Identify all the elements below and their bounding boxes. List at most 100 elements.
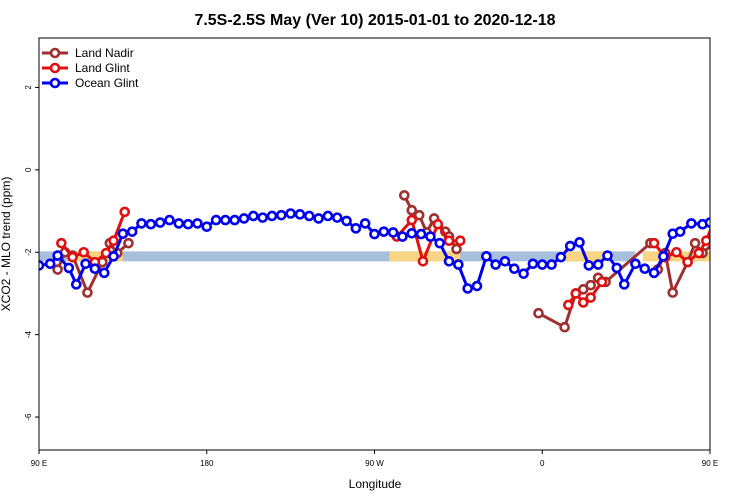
data-point-ocean-glint-32 [331,212,343,223]
data-point-land-glint-13 [563,299,574,311]
data-point-ocean-glint-17 [192,218,203,229]
legend-swatch-marker-ocean-glint [49,77,61,89]
data-point-land-glint-14 [570,288,582,299]
data-point-land-nadir-15 [451,243,462,255]
data-point-ocean-glint-45 [453,259,464,270]
data-point-ocean-glint-19 [210,214,222,226]
legend-label-land-glint: Land Glint [75,61,130,75]
data-point-land-nadir-0 [52,264,63,275]
data-point-ocean-glint-9 [117,228,129,239]
data-point-land-glint-21 [682,256,693,268]
data-point-ocean-glint-12 [145,218,157,230]
data-point-ocean-glint-67 [658,251,669,262]
data-point-land-glint-24 [713,208,721,216]
data-point-ocean-glint-13 [154,217,166,228]
data-point-land-glint-6 [119,206,131,218]
series-layer [39,190,721,333]
data-point-ocean-glint-51 [508,263,520,275]
data-point-ocean-glint-25 [266,210,278,222]
data-point-ocean-glint-37 [378,226,390,237]
data-point-land-glint-12 [454,235,466,247]
data-point-ocean-glint-0 [39,260,45,271]
data-point-land-nadir-3 [82,287,93,298]
legend-label-ocean-glint: Ocean Glint [75,76,139,90]
data-point-ocean-glint-54 [536,259,548,270]
legend-item-land-nadir: Land Nadir [42,46,134,60]
y-tick-label-1: 0 [24,167,33,172]
y-tick-label-0: 2 [24,85,33,90]
data-point-ocean-glint-22 [238,213,250,224]
data-point-ocean-glint-48 [481,251,492,262]
data-point-ocean-glint-3 [63,262,75,274]
data-point-ocean-glint-34 [350,223,362,234]
data-point-land-nadir-9 [406,204,418,216]
plot-frame [38,37,711,451]
data-point-ocean-glint-31 [322,210,334,222]
data-point-land-nadir-19 [577,284,589,295]
data-point-land-nadir-17 [559,321,570,333]
x-tick-label-0: 90 E [31,459,47,468]
data-point-ocean-glint-52 [518,268,529,279]
data-point-ocean-glint-61 [602,250,613,261]
data-point-ocean-glint-35 [359,218,371,229]
data-point-ocean-glint-30 [313,213,324,224]
data-point-ocean-glint-41 [415,228,427,240]
data-point-land-nadir-16 [533,307,544,319]
data-point-ocean-glint-14 [164,214,175,226]
data-point-land-glint-16 [585,292,597,303]
data-point-land-glint-0 [56,237,67,249]
data-point-ocean-glint-5 [80,258,91,270]
data-point-ocean-glint-18 [201,221,213,232]
data-point-ocean-glint-23 [248,210,259,222]
data-point-ocean-glint-1 [44,258,56,270]
chart-title: 7.5S-2.5S May (Ver 10) 2015-01-01 to 202… [194,12,555,29]
y-tick-label-2: -2 [24,248,33,256]
data-point-land-glint-10 [432,218,444,230]
x-axis: 90 E 180 90 W 0 90 E [31,450,718,468]
data-point-ocean-glint-66 [648,267,660,279]
data-point-ocean-glint-2 [52,250,63,261]
data-point-ocean-glint-29 [303,210,315,222]
y-tick-label-4: -6 [24,413,33,421]
data-point-ocean-glint-55 [546,259,557,270]
data-point-ocean-glint-21 [229,214,241,226]
data-point-ocean-glint-24 [257,212,268,223]
data-point-ocean-glint-62 [611,262,623,274]
data-point-ocean-glint-39 [397,231,408,242]
data-point-land-glint-5 [108,235,119,247]
data-point-ocean-glint-53 [527,258,539,270]
data-point-ocean-glint-6 [89,263,101,275]
data-point-land-glint-11 [443,235,455,247]
data-point-ocean-glint-11 [136,218,147,229]
legend-label-land-nadir: Land Nadir [75,46,134,60]
data-point-ocean-glint-10 [126,226,138,237]
data-point-ocean-glint-64 [630,258,641,270]
data-point-ocean-glint-70 [686,218,697,229]
y-tick-label-3: -4 [24,331,33,339]
data-point-ocean-glint-59 [583,260,595,271]
data-point-ocean-glint-69 [674,226,686,237]
data-point-ocean-glint-58 [574,237,585,248]
data-point-ocean-glint-4 [70,279,82,290]
data-point-land-nadir-26 [667,287,679,298]
x-tick-label-3: 0 [540,459,545,468]
data-point-ocean-glint-44 [443,256,455,267]
data-point-land-glint-22 [693,247,705,259]
data-point-ocean-glint-8 [108,251,119,262]
data-point-ocean-glint-38 [387,227,399,238]
series-ocean-glint [39,208,710,294]
data-point-land-glint-1 [67,251,78,263]
legend-swatch-marker-land-nadir [49,47,61,59]
data-point-ocean-glint-50 [499,256,511,267]
data-point-ocean-glint-65 [639,263,651,275]
legend-item-ocean-glint: Ocean Glint [42,76,139,90]
legend-swatch-marker-land-glint [49,62,61,74]
x-tick-label-1: 180 [200,459,214,468]
data-point-ocean-glint-49 [490,259,501,270]
data-point-land-nadir-20 [585,279,597,291]
data-point-ocean-glint-16 [182,218,194,230]
data-point-land-glint-18 [648,237,660,249]
data-point-ocean-glint-57 [564,240,576,252]
